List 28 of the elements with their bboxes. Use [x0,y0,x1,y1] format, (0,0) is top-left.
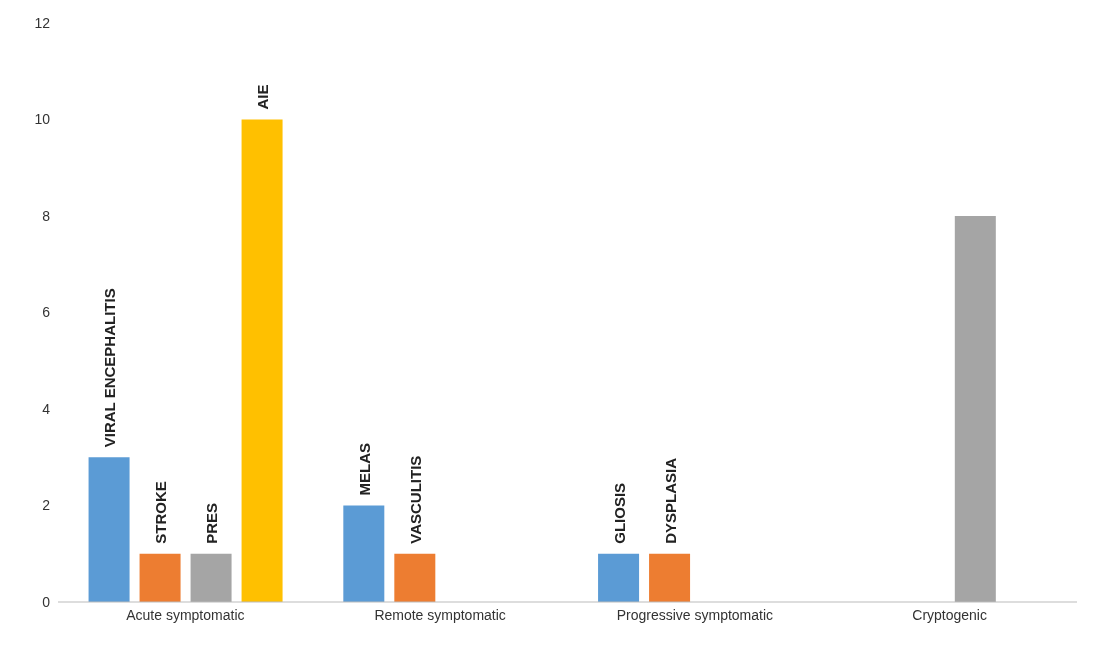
y-tick-label: 0 [42,593,51,610]
data-label: AIE [254,84,272,110]
bar [190,553,232,602]
bar [598,553,640,602]
y-tick-label: 10 [34,111,51,128]
y-tick-label: 8 [42,207,51,224]
bar [241,119,283,602]
y-tick-label: 4 [42,400,51,417]
x-tick-label: Cryptogenic [912,606,987,623]
data-label: MELAS [355,443,373,496]
bar [649,553,691,602]
data-label: PRES [203,502,221,544]
bar [394,553,436,602]
y-tick-label: 6 [42,304,51,321]
bar [343,505,385,602]
x-tick-label: Progressive symptomatic [616,606,774,623]
x-tick-label: Acute symptomatic [126,606,245,623]
data-label: VIRAL ENCEPHALITIS [101,288,119,448]
y-tick-label: 2 [42,497,51,514]
data-label: GLIOSIS [610,482,628,544]
data-label: VASCULITIS [406,455,424,544]
y-tick-label: 12 [34,14,51,31]
data-label: STROKE [152,481,170,544]
x-tick-label: Remote symptomatic [374,606,506,623]
bar [954,216,996,602]
bar [139,553,181,602]
bar [88,457,130,602]
data-label: DYSPLASIA [661,457,679,544]
